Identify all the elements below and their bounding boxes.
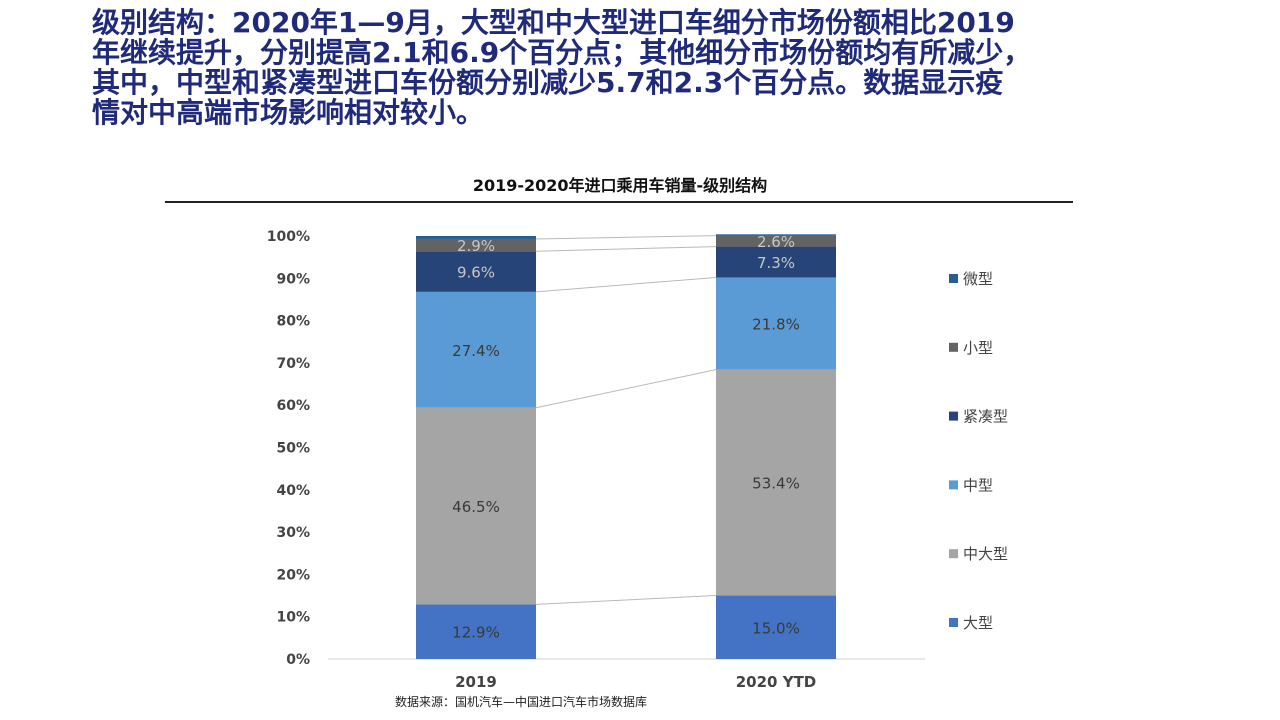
bar-segment-大型-2019	[416, 604, 536, 659]
legend-label: 大型	[963, 614, 993, 632]
headline-line-4: 情对中高端市场影响相对较小。	[92, 96, 485, 129]
data-label: 7.3%	[757, 254, 795, 272]
data-label: 2.9%	[457, 237, 495, 255]
y-tick-label: 90%	[276, 271, 310, 287]
data-label: 27.4%	[452, 342, 500, 360]
y-tick-label: 70%	[276, 356, 310, 372]
bar-segment-大型-2020-ytd	[716, 595, 836, 659]
y-tick-label: 0%	[286, 652, 310, 668]
bar-segment-微型-2019	[416, 236, 536, 239]
headline: 级别结构：2020年1—9月，大型和中大型进口车细分市场份额相比2019 年继续…	[92, 8, 1242, 128]
y-tick-label: 100%	[267, 229, 310, 245]
data-label: 2.6%	[757, 233, 795, 251]
data-source-note: 数据来源：国机汽车—中国进口汽车市场数据库	[395, 695, 648, 709]
chart-title: 2019-2020年进口乘用车销量-级别结构	[472, 176, 768, 195]
y-tick-label: 10%	[276, 610, 310, 626]
series-connector-line	[535, 369, 717, 409]
data-label: 21.8%	[752, 316, 800, 334]
y-tick-label: 80%	[276, 314, 310, 330]
legend-label: 小型	[963, 339, 993, 357]
data-label: 46.5%	[452, 498, 500, 516]
data-label: 53.4%	[752, 475, 800, 493]
legend-label: 紧凑型	[963, 408, 1008, 426]
headline-line-1: 级别结构：2020年1—9月，大型和中大型进口车细分市场份额相比2019	[92, 6, 1015, 39]
bar-segment-紧凑型-2019	[416, 251, 536, 292]
legend-label: 中型	[963, 476, 993, 494]
legend-swatch-中大型	[949, 549, 958, 559]
bar-segment-中大型-2019	[416, 407, 536, 605]
data-label: 12.9%	[452, 624, 500, 642]
y-tick-label: 50%	[276, 441, 310, 457]
data-label: 15.0%	[752, 619, 800, 637]
series-connector-line	[535, 235, 717, 240]
series-connector-line	[535, 595, 717, 605]
bar-segment-中型-2019	[416, 291, 536, 408]
legend-swatch-中型	[949, 480, 958, 490]
bar-segment-中大型-2020-ytd	[716, 369, 836, 596]
bar-segment-小型-2020-ytd	[716, 235, 836, 247]
y-tick-label: 60%	[276, 398, 310, 414]
legend-swatch-大型	[949, 618, 958, 627]
legend-swatch-紧凑型	[949, 411, 958, 421]
title-divider	[165, 201, 1073, 203]
headline-line-2: 年继续提升，分别提高2.1和6.9个百分点；其他细分市场份额均有所减少，	[92, 36, 1032, 69]
y-tick-label: 40%	[276, 483, 310, 499]
series-connector-line	[535, 246, 717, 252]
y-tick-label: 20%	[276, 567, 310, 583]
legend-label: 中大型	[963, 545, 1008, 563]
legend-swatch-小型	[949, 342, 958, 352]
data-label: 9.6%	[457, 264, 495, 282]
x-tick-label: 2019	[455, 673, 497, 691]
bar-segment-紧凑型-2020-ytd	[716, 246, 836, 278]
x-tick-label: 2020 YTD	[736, 673, 817, 691]
series-connector-line	[535, 276, 717, 293]
bar-segment-小型-2019	[416, 238, 536, 252]
headline-line-3: 其中，中型和紧凑型进口车份额分别减少5.7和2.3个百分点。数据显示疫	[92, 66, 1004, 99]
legend-label: 微型	[963, 270, 993, 288]
legend-swatch-微型	[949, 274, 958, 283]
y-tick-label: 30%	[276, 525, 310, 541]
bar-segment-中型-2020-ytd	[716, 277, 836, 370]
bar-segment-微型-2020-ytd	[716, 234, 836, 236]
